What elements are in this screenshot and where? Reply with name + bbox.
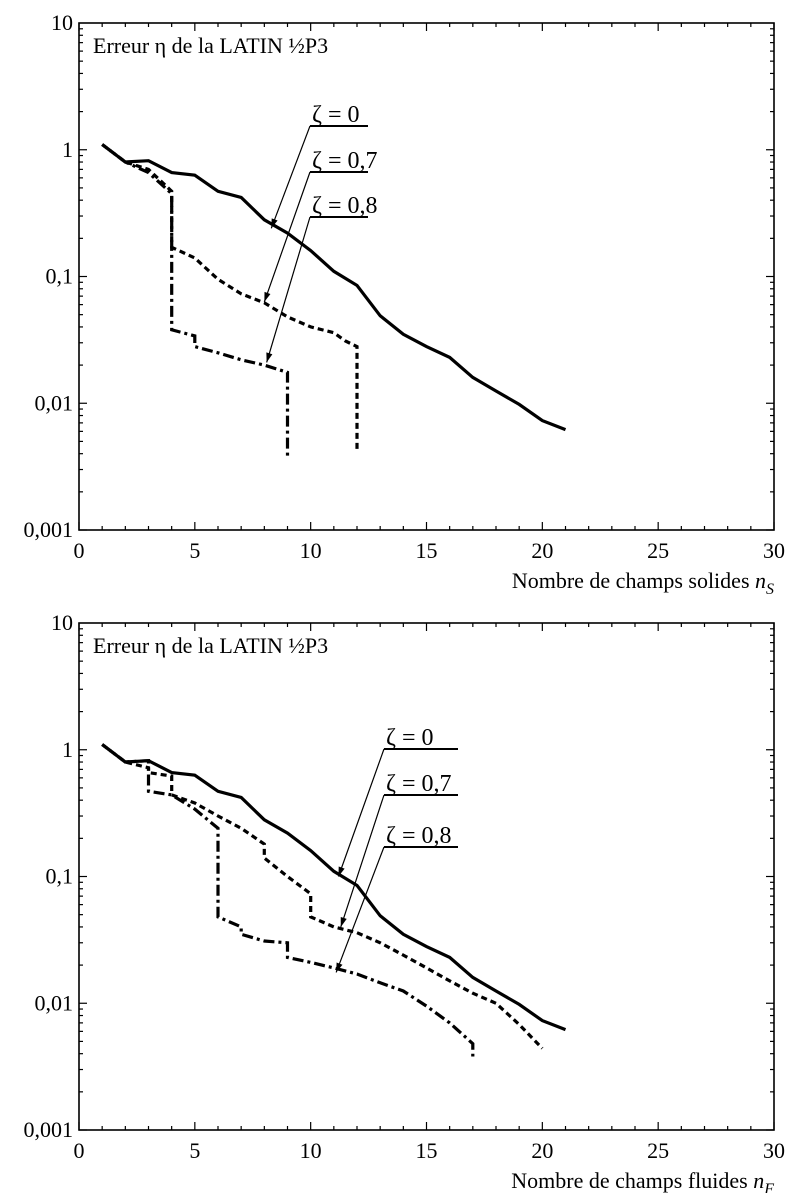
leader-arrowhead: [340, 916, 347, 927]
series-line-solid: [101, 743, 567, 1032]
x-tick-label: 15: [416, 538, 438, 563]
leader-line: [340, 794, 385, 928]
leader-line: [337, 748, 385, 877]
x-tick-label: 20: [531, 1138, 553, 1163]
x-tick-label: 25: [647, 538, 669, 563]
chart-title: Erreur η de la LATIN ½P3: [93, 33, 328, 58]
x-tick-label: 15: [416, 1138, 438, 1163]
leader-line: [335, 846, 385, 973]
series-label: ζ = 0,8: [386, 823, 451, 849]
series-line-dashed: [101, 143, 359, 451]
x-axis-label-subscript: S: [766, 581, 774, 598]
x-tick-label: 25: [647, 1138, 669, 1163]
x-axis-label-subscript: F: [763, 1181, 774, 1193]
series-label: ζ = 0: [386, 725, 433, 751]
x-tick-label: 0: [74, 538, 85, 563]
y-tick-label: 0,1: [46, 264, 74, 289]
leader-arrowhead: [336, 962, 343, 973]
y-tick-label: 10: [51, 610, 73, 635]
plot-frame: [78, 622, 775, 1131]
leader-line: [270, 125, 311, 229]
series-line-dashdot: [101, 143, 290, 458]
y-tick-label: 0,001: [24, 1117, 74, 1142]
x-tick-label: 30: [763, 538, 785, 563]
leader-arrowhead: [266, 352, 273, 363]
x-axis-label-variable: n: [755, 568, 766, 593]
y-tick-label: 0,1: [46, 864, 74, 889]
x-axis-label-text: Nombre de champs fluides: [511, 1168, 753, 1193]
leader-line: [263, 171, 311, 303]
y-tick-label: 1: [62, 137, 73, 162]
y-tick-label: 1: [62, 737, 73, 762]
plot-frame: [78, 22, 775, 531]
leader-arrowhead: [264, 291, 271, 302]
series-label: ζ = 0,7: [386, 771, 451, 797]
x-axis-label: Nombre de champs solides nS: [512, 568, 774, 598]
leader-line: [266, 216, 311, 363]
series-label: ζ = 0,7: [312, 148, 377, 174]
y-tick-label: 10: [51, 10, 73, 35]
leader-arrowhead: [271, 218, 278, 229]
y-tick-label: 0,001: [24, 517, 74, 542]
chart-top: 0 5 10 15 20 25 30 0,001 0,01 0,1 1 10 Erreur η de l…: [24, 10, 786, 598]
y-tick-label: 0,01: [35, 990, 74, 1015]
x-axis-label: Nombre de champs fluides nF: [511, 1168, 774, 1193]
x-axis-label-text: Nombre de champs solides: [512, 568, 755, 593]
series-line-dashed: [101, 743, 544, 1050]
chart-title: Erreur η de la LATIN ½P3: [93, 633, 328, 658]
series-label: ζ = 0: [312, 102, 359, 128]
series-line-dashdot: [101, 743, 475, 1057]
series-label: ζ = 0,8: [312, 193, 377, 219]
y-tick-label: 0,01: [35, 390, 74, 415]
leader-arrowhead: [338, 866, 345, 877]
x-tick-label: 0: [74, 1138, 85, 1163]
x-tick-label: 20: [531, 538, 553, 563]
x-tick-label: 30: [763, 1138, 785, 1163]
x-axis-label-variable: n: [753, 1168, 764, 1193]
series-line-solid: [101, 143, 567, 432]
x-tick-label: 10: [300, 538, 322, 563]
x-tick-label: 5: [189, 1138, 200, 1163]
x-tick-label: 10: [300, 1138, 322, 1163]
x-tick-label: 5: [189, 538, 200, 563]
chart-bottom: 0 5 10 15 20 25 30 0,001 0,01 0,1 1 10 Erreur η de l…: [24, 610, 786, 1193]
